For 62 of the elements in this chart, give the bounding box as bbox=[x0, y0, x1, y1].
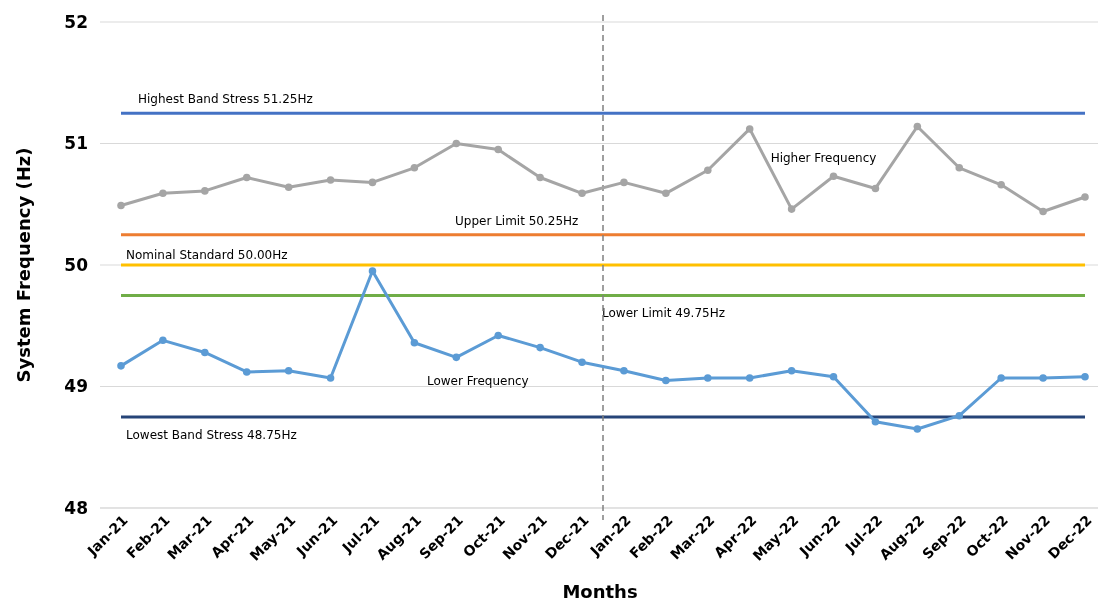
point bbox=[745, 125, 754, 133]
point bbox=[326, 176, 335, 184]
point bbox=[620, 178, 628, 187]
point bbox=[1081, 373, 1089, 381]
point bbox=[242, 368, 251, 376]
point bbox=[159, 336, 167, 345]
point bbox=[997, 374, 1005, 382]
ref-line-label: Upper Limit 50.25Hz bbox=[455, 213, 579, 228]
point bbox=[410, 164, 419, 172]
point bbox=[578, 358, 586, 366]
point bbox=[536, 343, 544, 352]
series-label: Higher Frequency bbox=[770, 151, 877, 166]
point bbox=[745, 374, 754, 382]
point bbox=[913, 122, 922, 131]
point bbox=[1081, 193, 1089, 201]
point bbox=[1039, 207, 1047, 216]
point bbox=[242, 173, 251, 182]
point bbox=[159, 189, 167, 198]
point bbox=[997, 181, 1005, 189]
point bbox=[284, 183, 293, 192]
ref-line-label: Lowest Band Stress 48.75Hz bbox=[126, 427, 297, 442]
point bbox=[578, 189, 586, 198]
y-tick-label: 51 bbox=[64, 133, 88, 154]
point bbox=[871, 417, 880, 426]
point bbox=[368, 267, 377, 275]
point bbox=[662, 189, 670, 198]
point bbox=[201, 187, 209, 195]
y-tick-label: 49 bbox=[64, 376, 88, 397]
x-axis-title: Months bbox=[562, 581, 638, 602]
point bbox=[787, 205, 796, 213]
y-tick-label: 50 bbox=[64, 254, 89, 275]
point bbox=[955, 411, 964, 420]
point bbox=[787, 366, 796, 375]
point bbox=[955, 164, 964, 172]
point bbox=[494, 331, 502, 340]
point bbox=[326, 374, 335, 382]
point bbox=[871, 184, 880, 193]
point bbox=[452, 353, 461, 362]
point bbox=[452, 139, 461, 148]
ref-line-label: Highest Band Stress 51.25Hz bbox=[138, 92, 313, 107]
point bbox=[704, 166, 712, 175]
point bbox=[704, 374, 712, 382]
point bbox=[620, 366, 628, 375]
y-tick-label: 48 bbox=[64, 497, 88, 518]
text: Lower Frequency bbox=[426, 374, 529, 389]
point bbox=[368, 178, 377, 187]
point bbox=[1039, 374, 1047, 382]
point bbox=[117, 362, 125, 370]
point bbox=[829, 172, 838, 181]
point bbox=[494, 145, 502, 154]
ref-line-label: Nominal Standard 50.00Hz bbox=[126, 248, 288, 262]
point bbox=[536, 173, 544, 182]
y-tick-label: 52 bbox=[64, 11, 88, 32]
point bbox=[201, 348, 209, 357]
y-axis-title: System Frequency (Hz) bbox=[13, 147, 34, 383]
point bbox=[913, 425, 922, 433]
point bbox=[284, 366, 293, 375]
point bbox=[410, 338, 419, 347]
point bbox=[117, 201, 125, 210]
point bbox=[662, 376, 670, 385]
ref-line-label: Lower Limit 49.75Hz bbox=[602, 306, 725, 321]
point bbox=[829, 373, 838, 381]
